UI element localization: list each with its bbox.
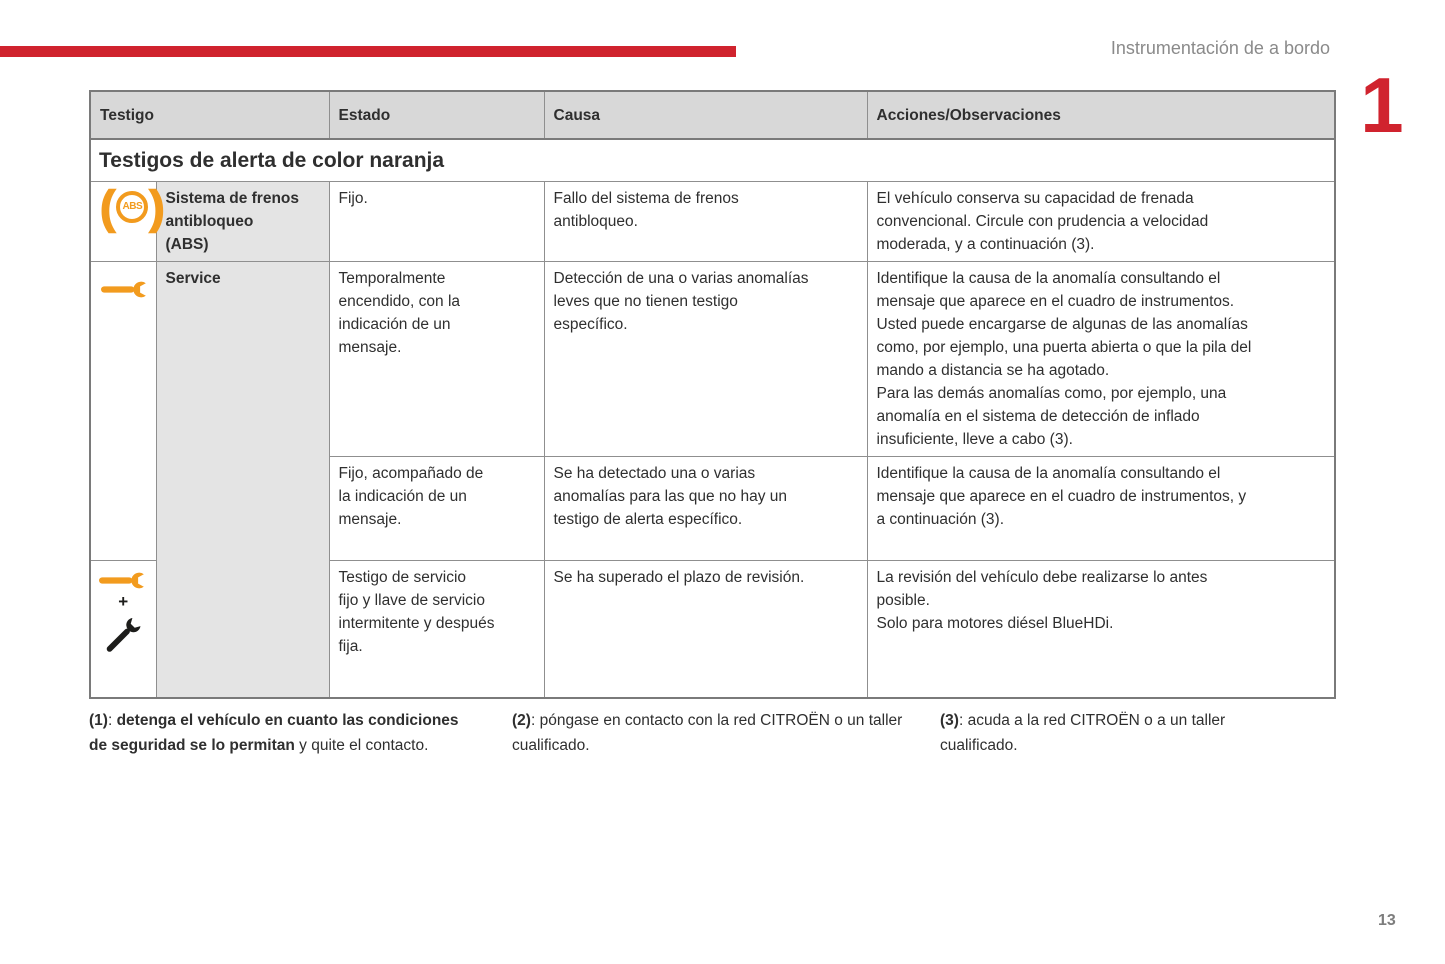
accent-red-bar xyxy=(0,46,736,57)
footnote-number: (2) xyxy=(512,712,531,729)
table-header-row: Testigo Estado Causa Acciones/Observacio… xyxy=(89,90,1336,140)
acciones-cell: La revisión del vehículo debe realizarse… xyxy=(866,559,1336,699)
col-header-estado: Estado xyxy=(328,90,545,140)
service-icon-cell xyxy=(89,260,157,561)
col-header-acciones: Acciones/Observaciones xyxy=(866,90,1336,140)
col-header-causa: Causa xyxy=(543,90,868,140)
col-header-testigo: Testigo xyxy=(89,90,330,140)
wrench-plus-wrench-icon: + xyxy=(100,566,147,659)
service-wrench-icon xyxy=(100,279,150,300)
plus-sign: + xyxy=(118,591,129,611)
abs-icon-cell: ( ABS ) xyxy=(89,180,165,262)
section-title: Testigos de alerta de color naranja xyxy=(89,138,1336,182)
abs-label: ABS xyxy=(122,201,143,212)
section-title-row: Testigos de alerta de color naranja xyxy=(89,138,1336,182)
service-wrench-icon xyxy=(98,570,148,591)
causa-cell: Fallo del sistema de frenos antibloqueo. xyxy=(543,180,868,262)
warning-lights-table: Testigo Estado Causa Acciones/Observacio… xyxy=(89,90,1336,699)
table-row: Service Temporalmente encendido, con la … xyxy=(89,260,1336,699)
estado-cell: Fijo, acompañado de la indicación de un … xyxy=(328,455,545,561)
acciones-cell: Identifique la causa de la anomalía cons… xyxy=(866,260,1336,457)
table-row: + Testigo de servicio fijo y llave de se… xyxy=(89,559,1336,699)
chapter-number: 1 xyxy=(1360,61,1404,149)
abs-left-arc: ( xyxy=(99,180,116,233)
estado-cell: Fijo. xyxy=(328,180,545,262)
abs-ring: ABS xyxy=(116,190,149,223)
causa-cell: Se ha superado el plazo de revisión. xyxy=(543,559,868,699)
abs-warning-icon: ( ABS ) xyxy=(99,180,166,233)
footnote-number: (1) xyxy=(89,712,108,729)
acciones-cell: El vehículo conserva su capacidad de fre… xyxy=(866,180,1336,262)
breadcrumb: Instrumentación de a bordo xyxy=(1110,38,1330,58)
page-number: 13 xyxy=(1378,912,1396,929)
table-row: Fijo, acompañado de la indicación de un … xyxy=(90,455,1336,561)
causa-cell: Se ha detectado una o varias anomalías p… xyxy=(543,455,868,561)
estado-cell: Temporalmente encendido, con la indicaci… xyxy=(328,260,545,457)
footnote-number: (3) xyxy=(940,712,959,729)
acciones-cell: Identifique la causa de la anomalía cons… xyxy=(866,455,1336,561)
maintenance-wrench-icon xyxy=(100,613,146,659)
causa-cell: Detección de una o varias anomalías leve… xyxy=(543,260,868,457)
footnote-1: (1): detenga el vehículo en cuanto las c… xyxy=(89,712,459,754)
abs-right-arc: ) xyxy=(149,180,166,233)
service-due-icon-cell: + xyxy=(89,559,157,699)
table-row: ( ABS ) Sistema de frenos antibloqueo (A… xyxy=(89,180,1336,262)
testigo-label-service: Service xyxy=(155,260,330,699)
estado-cell: Testigo de servicio fijo y llave de serv… xyxy=(328,559,545,699)
testigo-label-abs: Sistema de frenos antibloqueo (ABS) xyxy=(155,180,330,262)
footnote-3: (3): acuda a la red CITROËN o a un talle… xyxy=(940,712,1226,754)
footnote-2: (2): póngase en contacto con la red CITR… xyxy=(512,712,903,754)
